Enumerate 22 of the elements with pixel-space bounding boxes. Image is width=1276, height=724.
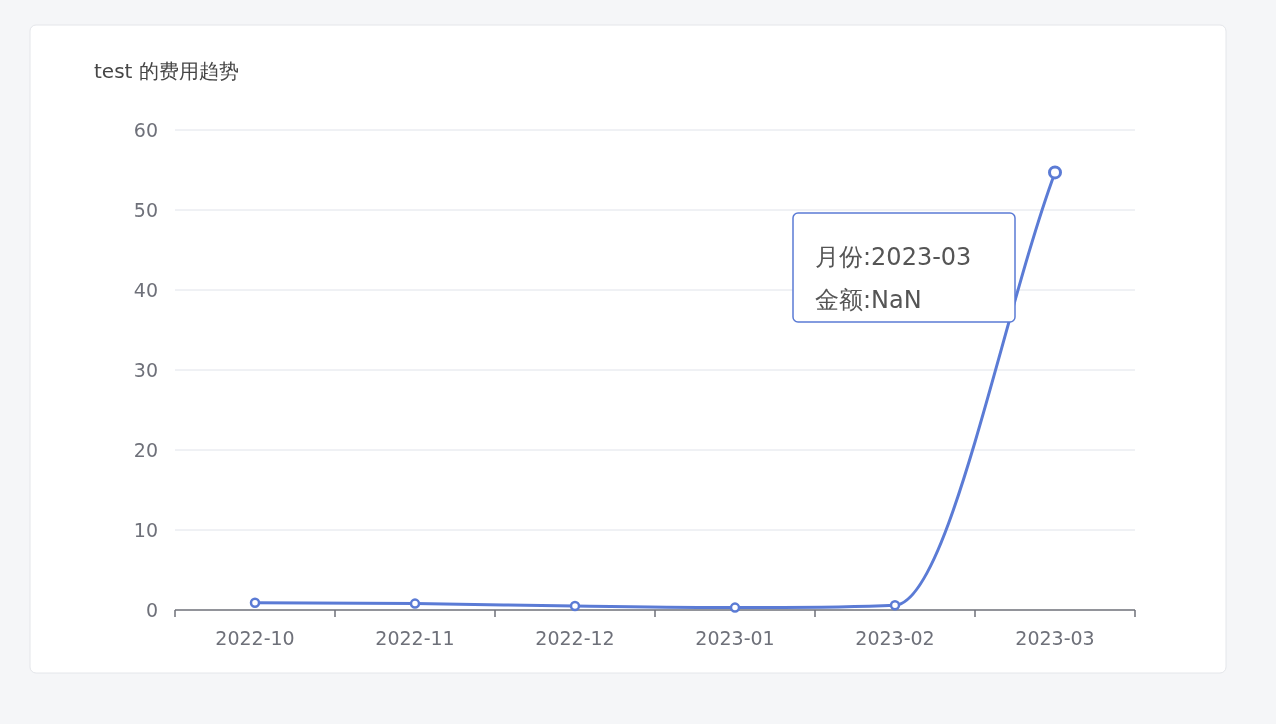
point — [409, 598, 421, 609]
x-tick-label: 2022-10 — [215, 627, 295, 649]
y-tick-label: 20 — [133, 439, 158, 461]
y-tick-label: 40 — [133, 279, 158, 301]
point — [249, 597, 261, 609]
x-tick-label: 2022-11 — [375, 627, 455, 649]
x-tick-label: 2023-03 — [1015, 627, 1095, 649]
y-tick-label: 60 — [133, 119, 158, 141]
y-tick-label: 0 — [145, 599, 158, 621]
y-tick-label: 30 — [133, 359, 158, 381]
x-tick-label: 2023-01 — [695, 627, 775, 649]
y-tick-label: 10 — [133, 519, 158, 541]
chart-title: test 的费用趋势 — [94, 59, 239, 83]
point — [1048, 165, 1062, 180]
point — [889, 599, 901, 611]
point — [569, 600, 581, 612]
annotation: 月份:2023-03 — [815, 243, 972, 271]
point — [729, 602, 741, 613]
y-tick-label: 50 — [133, 199, 158, 221]
x-tick-label: 2023-02 — [855, 627, 935, 649]
annotation: 金额:NaN — [815, 286, 922, 314]
x-tick-label: 2022-12 — [535, 627, 615, 649]
